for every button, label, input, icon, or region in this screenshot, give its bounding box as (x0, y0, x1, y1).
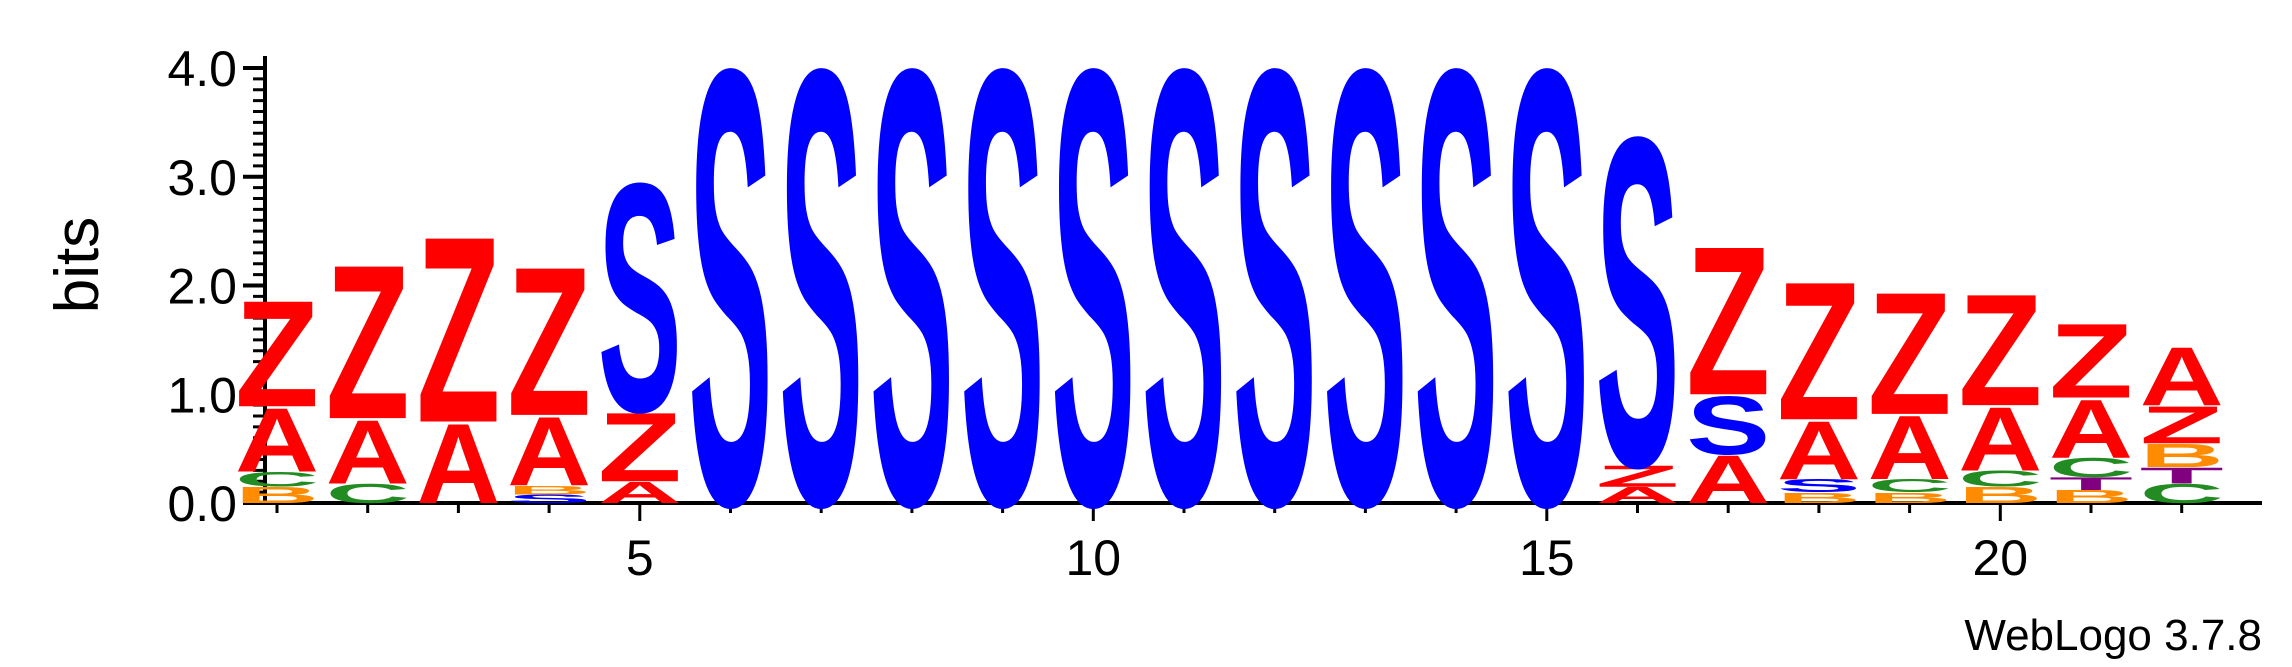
letter-s: S (507, 492, 591, 506)
letter-a: A (2049, 382, 2133, 475)
x-tick-label: 15 (1519, 530, 1575, 586)
letter-c: C (235, 467, 319, 491)
position-stack: S (1051, 0, 1135, 636)
letter-a: A (1686, 442, 1770, 518)
y-tick-label: 4.0 (167, 41, 237, 97)
position-stack: S (1505, 0, 1589, 636)
letter-z: Z (416, 180, 500, 478)
position-stack: S (779, 0, 863, 636)
position-stack: AZS (1595, 40, 1679, 566)
letter-t: T (2049, 473, 2133, 493)
y-tick-label: 0.0 (167, 476, 237, 532)
letter-s: S (1323, 0, 1407, 636)
letter-a: A (1868, 397, 1952, 499)
letter-s: S (1142, 0, 1226, 636)
letter-c: C (2140, 478, 2224, 508)
letter-z: Z (1596, 460, 1680, 494)
letter-a: A (416, 401, 500, 528)
letter-b: B (2140, 437, 2224, 474)
letter-s: S (1777, 476, 1861, 496)
letter-b: B (235, 482, 319, 508)
letter-b: B (1958, 482, 2042, 508)
letter-z: Z (326, 219, 410, 465)
position-stack: S (870, 0, 954, 636)
letter-s: S (1595, 40, 1679, 566)
letter-z: Z (598, 393, 682, 503)
position-stack: S (961, 0, 1045, 636)
letter-a: A (1595, 482, 1679, 508)
letter-s: S (1686, 378, 1770, 472)
letter-s: S (1051, 0, 1135, 636)
letter-z: Z (2140, 396, 2224, 455)
letter-a: A (598, 476, 682, 510)
letter-c: C (2049, 452, 2133, 482)
position-stack: CAZ (326, 219, 410, 509)
letter-b: B (2049, 487, 2133, 507)
letter-a: A (326, 401, 410, 503)
position-stack: AZ (416, 180, 500, 527)
letter-s: S (598, 116, 682, 480)
letter-b: B (507, 483, 591, 497)
y-tick-label: 2.0 (167, 259, 237, 315)
letter-z: Z (1686, 202, 1770, 440)
letter-s: S (1233, 0, 1317, 636)
y-axis-label: bits (43, 217, 112, 313)
y-tick-label: 3.0 (167, 150, 237, 206)
position-stack: ASZ (1686, 202, 1770, 518)
letter-z: Z (1777, 242, 1861, 463)
position-stack: S (1323, 0, 1407, 636)
position-stack: S (1233, 0, 1317, 636)
position-stack: S (688, 0, 772, 636)
position-stack: S (1142, 0, 1226, 636)
letter-s: S (870, 0, 954, 636)
x-tick-label: 5 (626, 530, 654, 586)
letter-z: Z (2049, 302, 2133, 421)
letter-s: S (688, 0, 772, 636)
letter-a: A (2140, 330, 2224, 423)
letter-a: A (235, 389, 319, 491)
letter-b: B (1868, 489, 1952, 506)
letter-c: C (1958, 466, 2042, 492)
letter-s: S (1505, 0, 1589, 636)
y-axis: 0.0 1.0 2.0 3.0 4.0 (167, 41, 267, 532)
letter-z: Z (507, 223, 591, 461)
letter-z: Z (235, 269, 319, 439)
position-stack: AZS (598, 116, 682, 509)
letter-b: B (1777, 489, 1861, 506)
position-stack: S (1414, 0, 1498, 636)
letter-s: S (779, 0, 863, 636)
letter-c: C (326, 478, 410, 508)
y-tick-label: 1.0 (167, 367, 237, 423)
letter-z: Z (1868, 257, 1952, 451)
letter-a: A (1777, 404, 1861, 497)
x-tick-label: 10 (1065, 530, 1121, 586)
letter-t: T (2140, 463, 2224, 488)
x-axis: 5 10 15 20 (263, 501, 2262, 586)
x-tick-label: 20 (1972, 530, 2028, 586)
letter-z: Z (1958, 261, 2042, 440)
letter-s: S (1414, 0, 1498, 636)
letter-s: S (961, 0, 1045, 636)
letter-c: C (1868, 476, 1952, 496)
footer-label: WebLogo 3.7.8 (1964, 611, 2262, 660)
letter-a: A (507, 396, 591, 507)
letter-a: A (1958, 388, 2042, 490)
